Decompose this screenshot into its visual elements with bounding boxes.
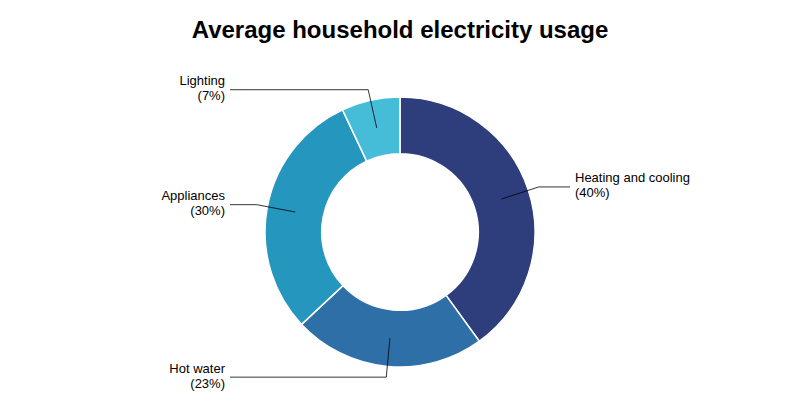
slice-label-line: (23%)	[190, 376, 225, 391]
donut	[265, 97, 535, 367]
slice-label: Lighting(7%)	[179, 74, 225, 104]
slice-label-line: (30%)	[190, 204, 225, 219]
slice-label-line: (7%)	[198, 89, 225, 104]
annotations: Heating and cooling(40%) Hot water(23%) Ap…	[161, 74, 690, 391]
slice-label: Heating and cooling(40%)	[575, 171, 690, 201]
chart: Average household electricity usage Heati…	[0, 0, 800, 405]
leader-line	[230, 90, 377, 128]
slice-label: Appliances(30%)	[161, 189, 225, 219]
slice-label-line: Appliances	[161, 189, 225, 204]
leader-line	[501, 187, 570, 199]
leader-line	[230, 338, 390, 377]
slice-label: Hot water(23%)	[169, 361, 225, 391]
title: Average household electricity usage	[192, 16, 609, 43]
leader-line	[230, 205, 295, 212]
slice	[343, 97, 400, 161]
slice-label-line: Hot water	[169, 361, 225, 376]
slice	[400, 97, 535, 341]
slice	[265, 110, 367, 325]
slice-label-line: Heating and cooling	[575, 171, 690, 186]
slice-label-line: (40%)	[575, 186, 610, 201]
slice-label-line: Lighting	[179, 74, 225, 89]
